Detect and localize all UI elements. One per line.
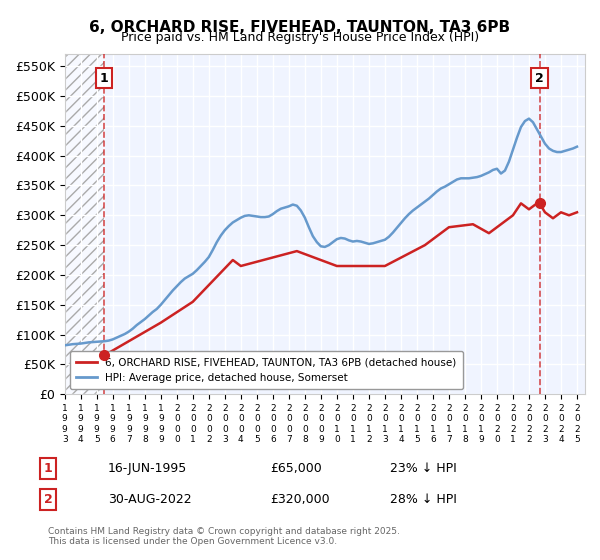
Text: Price paid vs. HM Land Registry's House Price Index (HPI): Price paid vs. HM Land Registry's House … (121, 31, 479, 44)
Bar (65, 54, 104, 394)
Legend: 6, ORCHARD RISE, FIVEHEAD, TAUNTON, TA3 6PB (detached house), HPI: Average price: 6, ORCHARD RISE, FIVEHEAD, TAUNTON, TA3 … (70, 351, 463, 389)
Text: 28% ↓ HPI: 28% ↓ HPI (390, 493, 457, 506)
Text: 1: 1 (100, 72, 109, 85)
Text: 23% ↓ HPI: 23% ↓ HPI (390, 462, 457, 475)
Text: £65,000: £65,000 (270, 462, 322, 475)
Text: 2: 2 (535, 72, 544, 85)
Text: 2: 2 (44, 493, 52, 506)
Text: £320,000: £320,000 (270, 493, 329, 506)
Text: Contains HM Land Registry data © Crown copyright and database right 2025.
This d: Contains HM Land Registry data © Crown c… (48, 526, 400, 546)
Text: 30-AUG-2022: 30-AUG-2022 (108, 493, 191, 506)
Text: 16-JUN-1995: 16-JUN-1995 (108, 462, 187, 475)
Text: 6, ORCHARD RISE, FIVEHEAD, TAUNTON, TA3 6PB: 6, ORCHARD RISE, FIVEHEAD, TAUNTON, TA3 … (89, 20, 511, 35)
Text: 1: 1 (44, 462, 52, 475)
